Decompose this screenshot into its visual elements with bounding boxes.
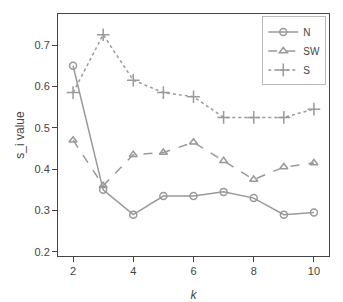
svg-text:0.6: 0.6 [35, 80, 50, 92]
svg-text:2: 2 [70, 265, 76, 277]
svg-text:SW: SW [303, 46, 320, 57]
svg-text:0.4: 0.4 [35, 163, 50, 175]
svg-text:s_i value: s_i value [13, 111, 27, 159]
svg-text:10: 10 [308, 265, 320, 277]
svg-text:k: k [191, 288, 198, 302]
svg-text:8: 8 [251, 265, 257, 277]
svg-text:0.7: 0.7 [35, 39, 50, 51]
svg-text:0.5: 0.5 [35, 122, 50, 134]
svg-text:0.3: 0.3 [35, 204, 50, 216]
svg-text:N: N [303, 27, 310, 38]
svg-text:6: 6 [190, 265, 196, 277]
svg-text:0.2: 0.2 [35, 246, 50, 258]
svg-text:S: S [303, 65, 310, 76]
svg-text:4: 4 [130, 265, 136, 277]
